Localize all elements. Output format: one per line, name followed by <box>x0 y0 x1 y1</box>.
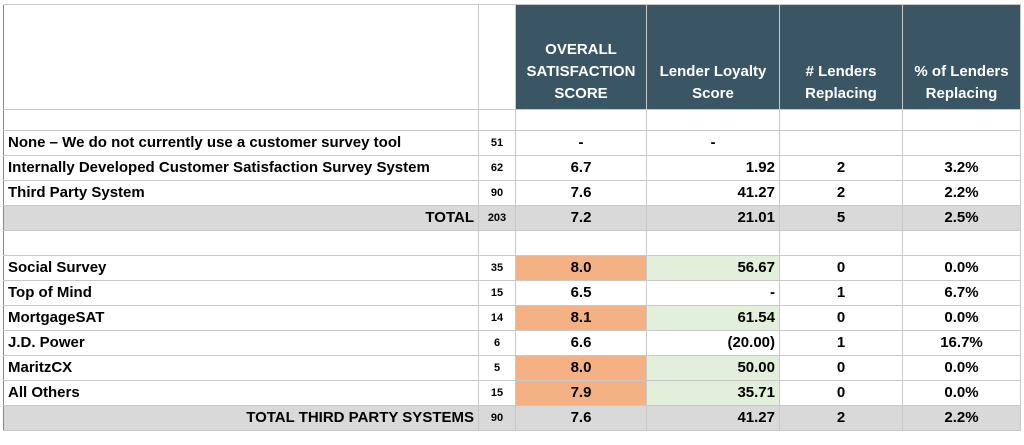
spacer-cell <box>779 109 903 131</box>
header-lenders-replacing: # Lenders Replacing <box>779 4 903 110</box>
spacer-cell <box>3 109 479 131</box>
total-label: TOTAL <box>3 205 479 231</box>
row-pct <box>902 130 1021 156</box>
row-count: 15 <box>478 280 516 306</box>
row-pct: 0.0% <box>902 355 1021 381</box>
row-count: 15 <box>478 380 516 406</box>
row-overall: 8.1 <box>515 305 647 331</box>
row-label: Social Survey <box>3 255 479 281</box>
row-overall: 7.9 <box>515 380 647 406</box>
row-pct: 16.7% <box>902 330 1021 356</box>
header-row: OVERALL SATISFACTION SCORE Lender Loyalt… <box>3 4 1021 110</box>
spacer-cell <box>478 109 516 131</box>
total-count: 90 <box>478 405 516 431</box>
spacer-row <box>3 230 1021 256</box>
row-pct: 6.7% <box>902 280 1021 306</box>
row-count: 90 <box>478 180 516 206</box>
row-count: 35 <box>478 255 516 281</box>
total-count: 203 <box>478 205 516 231</box>
total-overall: 7.2 <box>515 205 647 231</box>
total-row: TOTAL 203 7.2 21.01 5 2.5% <box>3 205 1021 231</box>
row-lenders: 0 <box>779 380 903 406</box>
spacer-cell <box>779 230 903 256</box>
table-row: All Others 15 7.9 35.71 0 0.0% <box>3 380 1021 406</box>
header-n-blank <box>478 4 516 110</box>
spacer-cell <box>478 230 516 256</box>
total-lenders: 2 <box>779 405 903 431</box>
total-pct: 2.5% <box>902 205 1021 231</box>
header-pct-lenders-replacing: % of Lenders Replacing <box>902 4 1021 110</box>
row-overall: 8.0 <box>515 355 647 381</box>
row-loyalty: 56.67 <box>646 255 780 281</box>
row-overall: 8.0 <box>515 255 647 281</box>
row-lenders: 0 <box>779 305 903 331</box>
row-count: 14 <box>478 305 516 331</box>
row-overall: 7.6 <box>515 180 647 206</box>
total-loyalty: 21.01 <box>646 205 780 231</box>
total-third-party-row: TOTAL THIRD PARTY SYSTEMS 90 7.6 41.27 2… <box>3 405 1021 431</box>
row-loyalty: 50.00 <box>646 355 780 381</box>
row-label: Third Party System <box>3 180 479 206</box>
row-count: 62 <box>478 155 516 181</box>
row-label: Internally Developed Customer Satisfacti… <box>3 155 479 181</box>
row-pct: 2.2% <box>902 180 1021 206</box>
row-label: MortgageSAT <box>3 305 479 331</box>
row-loyalty: 41.27 <box>646 180 780 206</box>
row-lenders: 1 <box>779 330 903 356</box>
row-label: None – We do not currently use a custome… <box>3 130 479 156</box>
row-lenders: 2 <box>779 180 903 206</box>
row-overall: - <box>515 130 647 156</box>
row-count: 6 <box>478 330 516 356</box>
row-lenders: 0 <box>779 355 903 381</box>
table-row: Internally Developed Customer Satisfacti… <box>3 155 1021 181</box>
row-lenders: 2 <box>779 155 903 181</box>
table-row: Third Party System 90 7.6 41.27 2 2.2% <box>3 180 1021 206</box>
spacer-cell <box>515 230 647 256</box>
row-loyalty: - <box>646 280 780 306</box>
row-loyalty: (20.00) <box>646 330 780 356</box>
table-row: None – We do not currently use a custome… <box>3 130 1021 156</box>
spacer-cell <box>646 109 780 131</box>
row-count: 5 <box>478 355 516 381</box>
row-loyalty: - <box>646 130 780 156</box>
row-overall: 6.6 <box>515 330 647 356</box>
row-loyalty: 35.71 <box>646 380 780 406</box>
row-lenders: 0 <box>779 255 903 281</box>
spacer-cell <box>3 230 479 256</box>
row-pct: 3.2% <box>902 155 1021 181</box>
total-pct: 2.2% <box>902 405 1021 431</box>
table-row: MaritzCX 5 8.0 50.00 0 0.0% <box>3 355 1021 381</box>
row-loyalty: 1.92 <box>646 155 780 181</box>
row-count: 51 <box>478 130 516 156</box>
row-pct: 0.0% <box>902 255 1021 281</box>
header-blank <box>3 4 479 110</box>
row-label: Top of Mind <box>3 280 479 306</box>
row-overall: 6.7 <box>515 155 647 181</box>
table-row: Social Survey 35 8.0 56.67 0 0.0% <box>3 255 1021 281</box>
spacer-cell <box>515 109 647 131</box>
spacer-row <box>3 109 1021 131</box>
row-loyalty: 61.54 <box>646 305 780 331</box>
survey-results-table: OVERALL SATISFACTION SCORE Lender Loyalt… <box>3 4 1021 431</box>
spacer-cell <box>902 230 1021 256</box>
spacer-cell <box>646 230 780 256</box>
table-row: J.D. Power 6 6.6 (20.00) 1 16.7% <box>3 330 1021 356</box>
header-overall-satisfaction: OVERALL SATISFACTION SCORE <box>515 4 647 110</box>
total-overall: 7.6 <box>515 405 647 431</box>
header-lender-loyalty: Lender Loyalty Score <box>646 4 780 110</box>
spacer-cell <box>902 109 1021 131</box>
total-lenders: 5 <box>779 205 903 231</box>
row-label: J.D. Power <box>3 330 479 356</box>
row-label: All Others <box>3 380 479 406</box>
total-label: TOTAL THIRD PARTY SYSTEMS <box>3 405 479 431</box>
table-row: Top of Mind 15 6.5 - 1 6.7% <box>3 280 1021 306</box>
total-loyalty: 41.27 <box>646 405 780 431</box>
row-pct: 0.0% <box>902 380 1021 406</box>
row-pct: 0.0% <box>902 305 1021 331</box>
row-label: MaritzCX <box>3 355 479 381</box>
table-row: MortgageSAT 14 8.1 61.54 0 0.0% <box>3 305 1021 331</box>
row-lenders: 1 <box>779 280 903 306</box>
row-overall: 6.5 <box>515 280 647 306</box>
row-lenders <box>779 130 903 156</box>
